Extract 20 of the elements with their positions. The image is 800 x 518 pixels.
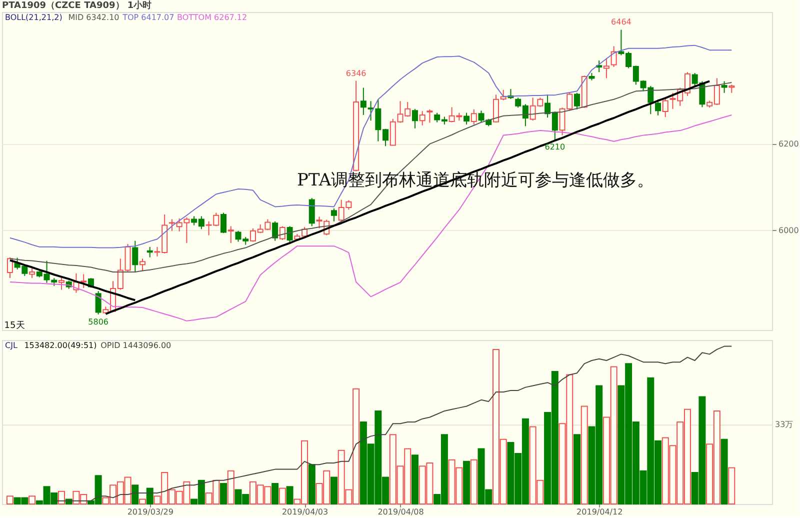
chart-title: PTA1909（CZCE TA909） 1小时 — [2, 0, 152, 11]
y-tick-label: 6000 — [778, 226, 799, 235]
x-tick-label: 2019/04/03 — [282, 508, 328, 516]
legend-title: CJL — [5, 341, 18, 350]
annotation: 5806 — [88, 317, 108, 326]
text: BOTTOM 6267.12 — [177, 13, 248, 22]
text: OPID 1443096.00 — [100, 341, 172, 350]
x-tick-label: 2019/03/29 — [127, 508, 174, 516]
annotation: 153482.00(49:51) — [24, 341, 97, 350]
annotation: 6210 — [544, 142, 566, 152]
annotation: 6346 — [346, 68, 366, 78]
ref-line-label: 33万 — [775, 420, 794, 430]
x-tick-label: 2019/04/12 — [576, 508, 623, 516]
text: TOP 6417.07 — [122, 13, 174, 22]
x-tick-label: 2019/04/08 — [378, 508, 424, 516]
annotation: 6464 — [611, 18, 632, 27]
legend-title: BOLL(21,21,2) — [5, 13, 62, 22]
annotation: 15天 — [4, 320, 25, 332]
text: MID 6342.10 — [68, 13, 120, 22]
y-tick-label: 6200 — [778, 139, 799, 148]
